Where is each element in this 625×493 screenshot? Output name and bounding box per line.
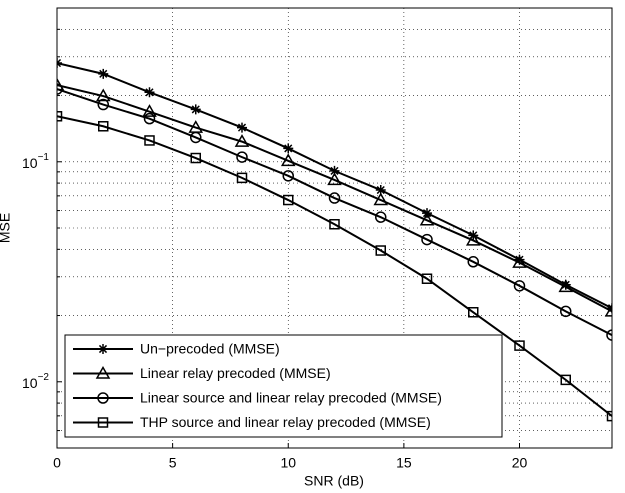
marker (465, 232, 481, 246)
marker (234, 134, 250, 147)
marker (329, 219, 340, 230)
marker (97, 392, 109, 404)
x-tick-label: 15 (396, 455, 412, 471)
marker (143, 112, 156, 125)
marker (329, 165, 340, 176)
marker (421, 233, 433, 246)
marker (328, 192, 341, 204)
marker (97, 417, 109, 428)
marker (98, 121, 109, 132)
marker (513, 280, 526, 292)
marker (98, 344, 108, 354)
marker (606, 329, 612, 341)
y-axis-label: MSE (0, 213, 13, 243)
legend-label: Linear source and linear relay precoded … (140, 390, 442, 406)
marker (57, 111, 63, 122)
marker (142, 104, 157, 117)
marker (144, 135, 155, 146)
legend-box (64, 334, 503, 438)
marker (514, 254, 525, 265)
marker (558, 279, 574, 293)
x-axis-label: SNR (dB) (304, 473, 364, 489)
marker (512, 255, 527, 268)
marker (327, 172, 342, 186)
marker (280, 153, 296, 167)
legend-label: THP source and linear relay precoded (MM… (140, 414, 431, 430)
marker (236, 172, 248, 184)
marker (468, 307, 479, 318)
marker (98, 68, 109, 79)
series-line (57, 115, 612, 417)
marker (375, 245, 386, 256)
marker (560, 279, 571, 290)
series-line (57, 88, 612, 336)
y-tick-label: 10−2 (22, 371, 49, 390)
marker (97, 98, 109, 111)
x-tick-label: 5 (169, 455, 177, 471)
marker (95, 365, 111, 379)
marker (190, 152, 201, 164)
marker (514, 340, 525, 351)
marker (144, 87, 155, 98)
marker (560, 305, 572, 318)
legend-label: Linear relay precoded (MMSE) (140, 365, 331, 381)
marker (375, 211, 387, 223)
x-tick-label: 0 (53, 455, 61, 471)
marker (57, 83, 63, 95)
marker (236, 151, 248, 163)
series-line (57, 84, 612, 313)
marker (282, 170, 294, 182)
series-group (57, 58, 612, 422)
marker (421, 273, 433, 284)
marker (419, 212, 435, 226)
marker (190, 131, 202, 144)
marker (375, 185, 386, 196)
marker (560, 374, 571, 386)
marker (237, 122, 247, 133)
x-tick-label: 10 (280, 455, 296, 471)
marker (190, 104, 201, 115)
marker (467, 256, 479, 268)
x-tick-label: 20 (512, 455, 528, 471)
marker (604, 303, 612, 317)
marker (283, 143, 294, 154)
y-tick-label: 10−1 (22, 151, 49, 170)
legend-label: Un−precoded (MMSE) (140, 341, 280, 357)
marker (283, 194, 294, 206)
marker (606, 410, 612, 422)
marker (95, 88, 111, 102)
marker (373, 192, 389, 206)
